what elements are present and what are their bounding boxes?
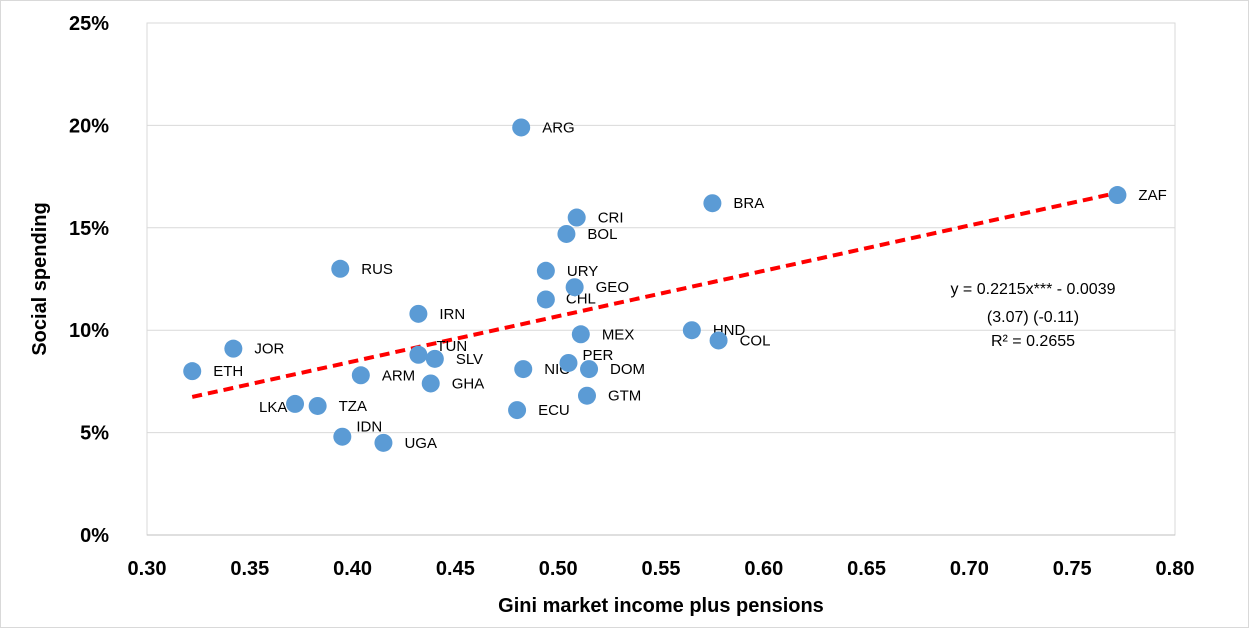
point-label: RUS bbox=[361, 261, 393, 278]
point-label: BRA bbox=[733, 195, 764, 212]
data-point bbox=[425, 349, 444, 368]
point-label: UGA bbox=[404, 435, 437, 452]
point-label: GTM bbox=[608, 388, 641, 405]
x-tick-label: 0.40 bbox=[333, 558, 372, 580]
point-label: DOM bbox=[610, 361, 645, 378]
point-label: ARG bbox=[542, 119, 575, 136]
point-label: IDN bbox=[356, 419, 382, 436]
data-point bbox=[508, 401, 527, 420]
point-label: IRN bbox=[439, 306, 465, 323]
data-point bbox=[183, 362, 202, 381]
y-tick-label: 15% bbox=[69, 218, 109, 240]
point-label: BOL bbox=[587, 226, 617, 243]
data-point bbox=[557, 224, 576, 243]
data-point bbox=[703, 194, 722, 213]
point-label: SLV bbox=[456, 351, 483, 368]
y-axis-title: Social spending bbox=[29, 202, 51, 355]
regression-annotation: R² = 0.2655 bbox=[991, 333, 1075, 350]
data-point bbox=[514, 360, 533, 379]
plot-area bbox=[146, 22, 1176, 536]
point-label: CRI bbox=[598, 210, 624, 227]
point-label: LKA bbox=[259, 399, 287, 416]
trendline bbox=[191, 190, 1118, 399]
y-tick-label: 25% bbox=[69, 13, 109, 35]
data-point bbox=[536, 261, 555, 280]
data-point bbox=[565, 278, 584, 297]
data-point bbox=[577, 386, 596, 405]
data-point bbox=[374, 433, 393, 452]
data-point bbox=[409, 304, 428, 323]
data-point bbox=[333, 427, 352, 446]
x-tick-label: 0.70 bbox=[950, 558, 989, 580]
x-tick-label: 0.50 bbox=[539, 558, 578, 580]
data-point bbox=[512, 118, 531, 137]
point-label: GEO bbox=[596, 279, 629, 296]
point-label: GHA bbox=[452, 375, 485, 392]
x-axis-title: Gini market income plus pensions bbox=[498, 595, 824, 617]
point-label: ZAF bbox=[1138, 187, 1166, 204]
data-point bbox=[709, 331, 728, 350]
y-tick-label: 0% bbox=[80, 525, 109, 547]
point-label: JOR bbox=[254, 341, 284, 358]
x-tick-label: 0.30 bbox=[128, 558, 167, 580]
data-point bbox=[224, 339, 243, 358]
point-label: URY bbox=[567, 263, 598, 280]
x-tick-label: 0.80 bbox=[1156, 558, 1195, 580]
data-point bbox=[1108, 186, 1127, 205]
x-tick-label: 0.45 bbox=[436, 558, 475, 580]
data-point bbox=[580, 360, 599, 379]
data-point bbox=[286, 394, 305, 413]
x-tick-label: 0.35 bbox=[230, 558, 269, 580]
y-tick-label: 5% bbox=[80, 423, 109, 445]
x-tick-label: 0.65 bbox=[847, 558, 886, 580]
data-point bbox=[409, 345, 428, 364]
data-point bbox=[571, 325, 590, 344]
data-point bbox=[351, 366, 370, 385]
data-point bbox=[682, 321, 701, 340]
point-label: TZA bbox=[339, 398, 367, 415]
data-point bbox=[559, 353, 578, 372]
x-tick-label: 0.55 bbox=[642, 558, 681, 580]
point-label: ECU bbox=[538, 402, 570, 419]
point-label: ETH bbox=[213, 363, 243, 380]
data-point bbox=[308, 396, 327, 415]
point-label: PER bbox=[582, 347, 613, 364]
regression-annotation: y = 0.2215x*** - 0.0039 bbox=[950, 281, 1115, 298]
data-point bbox=[331, 259, 350, 278]
x-tick-label: 0.75 bbox=[1053, 558, 1092, 580]
point-label: TUN bbox=[436, 338, 467, 355]
y-tick-label: 20% bbox=[69, 115, 109, 137]
x-tick-label: 0.60 bbox=[744, 558, 783, 580]
point-label: ARM bbox=[382, 367, 415, 384]
data-point bbox=[536, 290, 555, 309]
point-label: MEX bbox=[602, 326, 635, 343]
y-tick-label: 10% bbox=[69, 320, 109, 342]
point-label: COL bbox=[740, 332, 771, 349]
data-point bbox=[421, 374, 440, 393]
data-point bbox=[567, 208, 586, 227]
regression-annotation: (3.07) (-0.11) bbox=[987, 309, 1079, 326]
